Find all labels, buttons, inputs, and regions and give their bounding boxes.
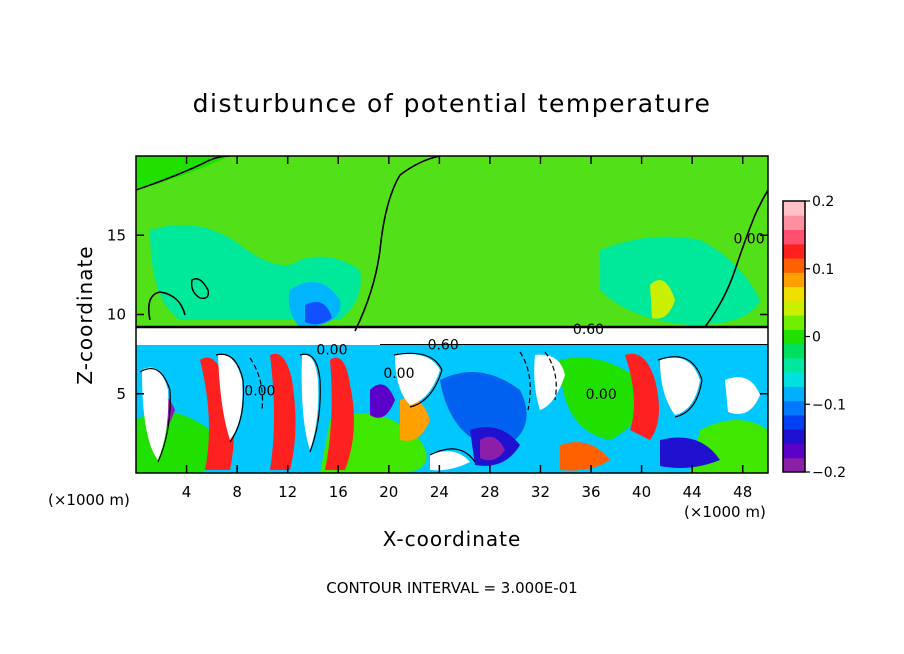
colorbar-segment [783,329,805,345]
colorbar-tick-label: −0.2 [812,465,846,481]
x-tick-label: 36 [581,483,600,501]
contour-label: 0.60 [573,322,604,338]
colorbar-segment [783,429,805,444]
contour-label: 0.00 [586,387,617,403]
colorbar-segment [783,400,805,416]
y-axis-label: Z-coordinate [73,245,97,384]
colorbar-segment [783,201,805,216]
colorbar-tick-label: 0.1 [812,262,834,278]
zero-contour-left [147,291,186,321]
zero-contour-upper [354,156,441,332]
upper-blob-blue-core [305,301,332,325]
x-tick-label: 24 [430,483,449,501]
lower-white-core-3 [301,354,319,450]
chart-title: disturbunce of potential temperature [193,89,712,118]
x-tick-label: 20 [379,483,398,501]
lower-orange-patch-1 [400,397,430,441]
lower-contour-4 [393,352,443,408]
lower-blue-patch-1 [440,372,527,450]
colorbar-segment [783,443,805,459]
lower-white-core-7 [725,377,760,414]
footer-note: CONTOUR INTERVAL = 3.000E-01 [326,579,577,597]
colorbar [783,201,805,473]
lower-white-core-4 [395,354,440,405]
y-tick-label: 5 [116,385,126,403]
lower-contour-dashed-1 [249,357,264,411]
lower-contour-1 [139,368,171,463]
colorbar-segment [783,300,805,316]
colorbar-segment [783,386,805,402]
x-tick-label: 4 [182,483,192,501]
contour-label: 0.00 [316,342,347,358]
colorbar-segment [783,215,805,231]
colorbar-tick-label: 0 [812,330,821,346]
x-tick-label: 12 [278,483,297,501]
upper-blob-yellow [650,280,675,319]
lower-green-patch-3 [560,357,642,440]
colorbar-segment [783,272,805,288]
lower-red-column-4 [625,353,659,440]
zero-contour-small [190,278,210,300]
lower-white-core-6 [660,357,700,415]
colorbar-segment [783,243,805,259]
contour-label: 0.00 [244,384,275,400]
contour-label: 0.00 [733,231,764,247]
colorbar-segment [783,286,805,302]
lower-white-core-5 [534,354,565,410]
x-tick-label: 32 [531,483,550,501]
colorbar-segment [783,229,805,245]
x-axis-ticks: 4 8 12 16 20 24 28 32 36 40 44 48 [182,156,752,501]
colorbar-segment [783,457,805,473]
contour-label: 0.00 [383,366,414,382]
lower-red-column-2 [270,353,296,470]
x-tick-label: 40 [632,483,651,501]
lower-contour-dashed-3 [544,351,557,401]
x-tick-label: 16 [329,483,348,501]
x-axis-label: X-coordinate [383,527,522,551]
y-tick-label: 10 [107,306,126,324]
x-tick-label: 48 [733,483,752,501]
lower-contour-dashed-2 [519,351,531,411]
colorbar-tick-label: 0.2 [812,194,834,210]
y-axis-ticks: 5 10 15 [107,226,768,403]
colorbar-segment [783,315,805,330]
colorbar-segment [783,414,805,430]
zero-contour-right [704,189,768,328]
colorbar-segment [783,343,805,359]
colorbar-tick-label: −0.1 [812,397,846,413]
lower-orange-patch-2 [560,442,610,471]
lower-blue-patch-3 [660,437,720,468]
lower-contour-6 [429,448,476,463]
lower-purple-patch-1 [370,384,395,418]
colorbar-ticks: 0.2 0.1 0 −0.1 −0.2 [805,194,846,481]
x-tick-label: 8 [232,483,242,501]
x-tick-label: 44 [683,483,702,501]
plot-area: 0.00 0.60 0.60 0.00 0.00 0.00 0.00 [136,156,768,473]
x-unit-right: (×1000 m) [684,503,766,521]
lower-contour-2 [215,353,245,443]
lower-white-core-1 [142,367,169,460]
contour-label: 0.60 [428,338,459,354]
lower-white-core-2 [218,354,243,440]
x-unit-left: (×1000 m) [48,491,130,509]
colorbar-segment [783,357,805,373]
lower-contour-5 [657,356,703,418]
contour-labels: 0.00 0.60 0.60 0.00 0.00 0.00 0.00 [244,231,764,403]
colorbar-segment [783,258,805,273]
y-tick-label: 15 [107,226,126,244]
colorbar-segment [783,372,805,387]
lower-purple-patch-3 [480,436,505,461]
x-tick-label: 28 [480,483,499,501]
lower-contour-3 [299,353,321,453]
white-band [136,327,768,347]
lower-red-column-3 [325,357,354,470]
